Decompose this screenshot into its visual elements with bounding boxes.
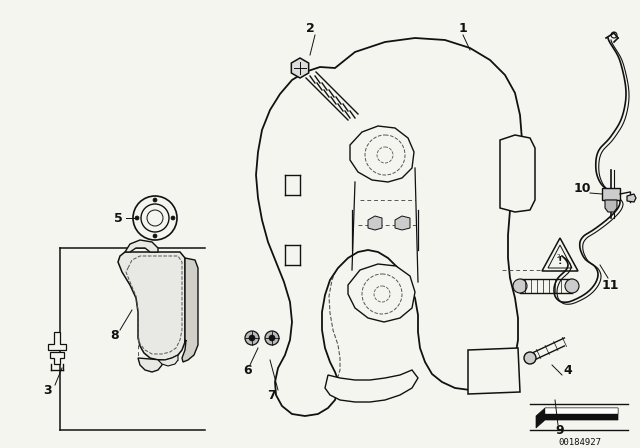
Polygon shape bbox=[545, 408, 618, 414]
Circle shape bbox=[171, 216, 175, 220]
Circle shape bbox=[245, 331, 259, 345]
Polygon shape bbox=[256, 38, 522, 416]
Polygon shape bbox=[500, 135, 535, 212]
Circle shape bbox=[153, 234, 157, 238]
Polygon shape bbox=[291, 58, 308, 78]
Polygon shape bbox=[348, 264, 415, 322]
Polygon shape bbox=[395, 216, 410, 230]
Polygon shape bbox=[325, 370, 418, 402]
Text: 4: 4 bbox=[564, 363, 572, 376]
Text: 11: 11 bbox=[601, 279, 619, 292]
Text: 9: 9 bbox=[556, 423, 564, 436]
Circle shape bbox=[565, 279, 579, 293]
Circle shape bbox=[153, 198, 157, 202]
Text: 6: 6 bbox=[244, 363, 252, 376]
Text: !: ! bbox=[557, 256, 563, 266]
Polygon shape bbox=[48, 332, 66, 350]
Circle shape bbox=[141, 204, 169, 232]
Polygon shape bbox=[118, 252, 185, 360]
Text: 1: 1 bbox=[459, 22, 467, 34]
Text: 3: 3 bbox=[44, 383, 52, 396]
Circle shape bbox=[133, 196, 177, 240]
Polygon shape bbox=[602, 188, 620, 200]
Polygon shape bbox=[350, 126, 414, 182]
Text: 5: 5 bbox=[114, 211, 122, 224]
Circle shape bbox=[135, 216, 139, 220]
Circle shape bbox=[269, 335, 275, 341]
Text: 2: 2 bbox=[306, 22, 314, 34]
Text: 8: 8 bbox=[111, 328, 119, 341]
Text: 00184927: 00184927 bbox=[559, 438, 602, 447]
Polygon shape bbox=[627, 194, 636, 202]
Text: 7: 7 bbox=[268, 388, 276, 401]
Circle shape bbox=[524, 352, 536, 364]
Circle shape bbox=[265, 331, 279, 345]
Polygon shape bbox=[368, 216, 382, 230]
Text: 2: 2 bbox=[556, 254, 560, 258]
Polygon shape bbox=[605, 200, 617, 212]
Circle shape bbox=[249, 335, 255, 341]
Polygon shape bbox=[468, 348, 520, 394]
Polygon shape bbox=[182, 258, 198, 362]
Polygon shape bbox=[158, 355, 178, 366]
Polygon shape bbox=[50, 352, 64, 364]
Polygon shape bbox=[536, 408, 618, 428]
Polygon shape bbox=[138, 358, 162, 372]
Text: 10: 10 bbox=[573, 181, 591, 194]
Circle shape bbox=[513, 279, 527, 293]
Polygon shape bbox=[125, 240, 158, 252]
